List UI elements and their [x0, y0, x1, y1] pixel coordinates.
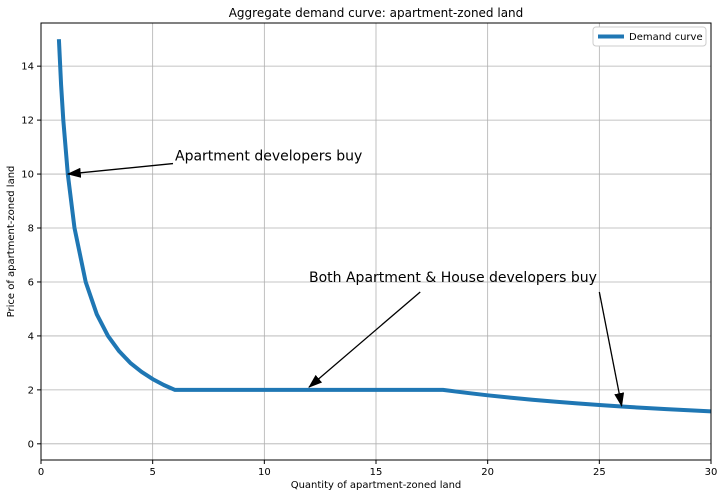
annotation-arrow	[308, 291, 421, 388]
y-tick-label: 12	[21, 116, 34, 127]
x-axis-label: Quantity of apartment-zoned land	[291, 480, 462, 491]
annotation-arrow	[598, 291, 625, 408]
series-layer	[56, 39, 712, 414]
annotation-text: Apartment developers buy	[175, 149, 362, 165]
x-tick-label: 30	[705, 467, 718, 478]
legend: Demand curve	[592, 26, 707, 47]
y-tick-label: 10	[21, 170, 34, 181]
grid	[40, 23, 712, 460]
y-tick-label: 2	[28, 385, 34, 396]
x-tick-label: 20	[481, 467, 494, 478]
x-tick-label: 10	[258, 467, 271, 478]
demand-curve-line	[56, 39, 712, 414]
y-tick-label: 6	[28, 277, 34, 288]
y-tick-label: 4	[28, 331, 34, 342]
annotation-text: Both Apartment & House developers buy	[309, 270, 597, 286]
x-tick-label: 25	[593, 467, 606, 478]
ticks: 0 5 10 15 20 25 30 0 2 4 6 8 10 12 14	[21, 62, 717, 478]
y-tick-label: 8	[28, 224, 34, 235]
x-tick-label: 5	[149, 467, 155, 478]
y-tick-label: 14	[21, 62, 34, 73]
x-tick-label: 0	[38, 467, 44, 478]
chart-title: Aggregate demand curve: apartment-zoned …	[229, 6, 524, 20]
legend-box	[592, 26, 707, 47]
y-axis-label: Price of apartment-zoned land	[6, 166, 17, 318]
x-tick-label: 15	[370, 467, 383, 478]
annotations: Apartment developers buy Both Apartment &…	[66, 149, 625, 408]
annotation-arrow	[66, 162, 174, 178]
y-tick-label: 0	[28, 439, 34, 450]
legend-label: Demand curve	[629, 32, 703, 43]
